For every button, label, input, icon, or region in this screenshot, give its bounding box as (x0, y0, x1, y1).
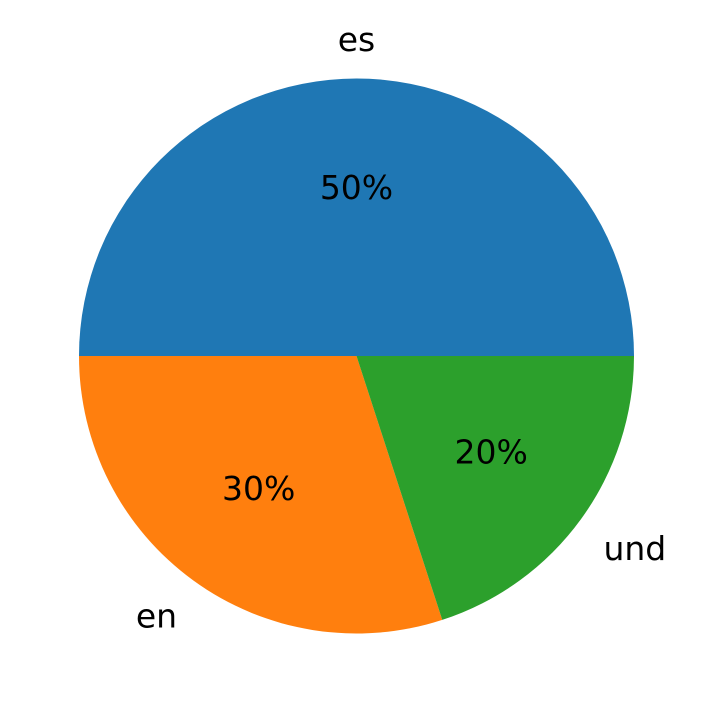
slice-label-en: en (136, 597, 177, 636)
slice-label-und: und (603, 529, 666, 568)
pie-slice-en (79, 356, 443, 634)
slice-percent-es: 50% (320, 168, 393, 207)
slice-percent-und: 20% (455, 432, 528, 471)
pie-slice-es (79, 78, 634, 357)
slice-percent-en: 30% (222, 469, 295, 508)
pie-slice-und (356, 356, 634, 620)
slice-label-es: es (338, 20, 376, 59)
